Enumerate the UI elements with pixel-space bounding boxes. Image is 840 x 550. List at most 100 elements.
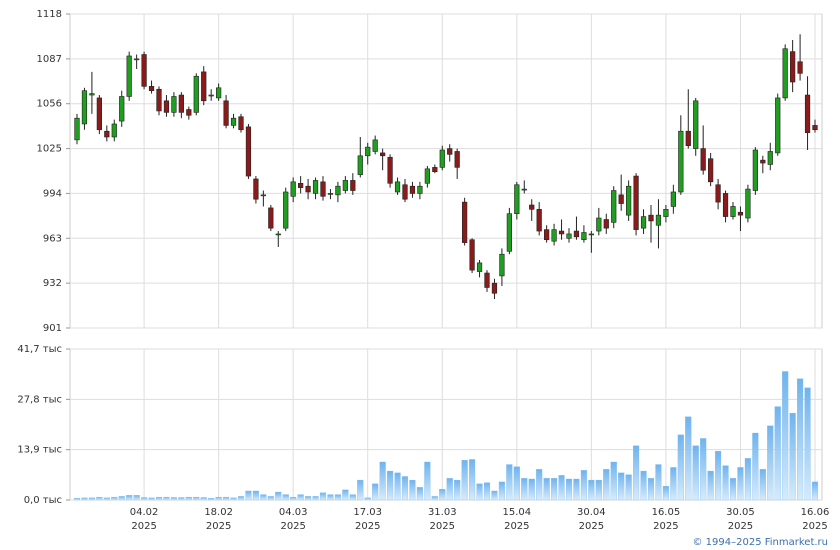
candle-body <box>268 207 274 229</box>
y-tick-label: 963 <box>43 233 62 244</box>
candle-body <box>663 209 669 217</box>
candle-body <box>394 181 401 193</box>
candle-body <box>603 219 609 229</box>
candle-body <box>238 116 244 131</box>
volume-bar <box>409 479 416 501</box>
volume-bar <box>454 479 461 501</box>
candle-body <box>491 282 498 294</box>
candle-body <box>581 232 587 241</box>
x-tick-label: 30.04 <box>577 507 606 518</box>
candle-body <box>96 97 102 131</box>
candle-body <box>640 216 647 229</box>
y-tick-label: 1087 <box>37 54 62 65</box>
volume-bar <box>297 494 304 501</box>
candle-body <box>365 146 371 157</box>
candle-body <box>760 159 766 164</box>
x-tick-label: 16.05 <box>652 507 681 518</box>
footer: © 1994–2025 Finmarket.ru <box>692 537 828 548</box>
volume-bar <box>364 497 371 501</box>
candle-body <box>469 239 475 271</box>
volume-bar <box>163 496 170 501</box>
y-tick-label: 994 <box>43 188 62 199</box>
candle-body <box>171 96 177 113</box>
candle-body <box>201 71 207 102</box>
candle-body <box>693 100 699 149</box>
volume-bar <box>618 472 625 501</box>
candle-body <box>655 214 662 226</box>
candle-body <box>141 54 147 87</box>
y-tick-label: 41,7 тыс <box>17 344 62 355</box>
volume-bar <box>551 478 558 501</box>
candle-body <box>245 126 252 177</box>
candle-body <box>476 262 483 272</box>
volume-bar <box>558 475 565 501</box>
x-tick-sublabel: 2025 <box>504 521 529 532</box>
candle-body <box>730 206 736 217</box>
volume-bar <box>506 464 513 501</box>
volume-bar <box>178 497 185 501</box>
candle-body <box>797 61 803 74</box>
candle-body <box>119 96 125 122</box>
candle-body <box>439 149 445 168</box>
volume-bar <box>469 459 476 501</box>
volume-bar <box>498 481 505 501</box>
y-tick-label: 1025 <box>37 144 62 155</box>
volume-bar <box>230 497 237 501</box>
candle-body <box>745 188 751 219</box>
candle-body <box>81 90 88 125</box>
volume-bar <box>610 461 617 501</box>
volume-bar <box>685 416 692 501</box>
candle-body <box>230 117 237 126</box>
candle-body <box>551 229 557 242</box>
volume-bar <box>327 494 334 501</box>
x-tick-sublabel: 2025 <box>728 521 753 532</box>
volume-bar <box>416 487 423 501</box>
x-tick-label: 31.03 <box>428 507 457 518</box>
candle-body <box>126 55 132 97</box>
volume-bar <box>439 488 446 501</box>
x-tick-sublabel: 2025 <box>802 521 827 532</box>
candle-body <box>708 158 714 183</box>
volume-bar <box>595 479 602 501</box>
candle-body <box>253 178 259 200</box>
candle-body <box>752 149 758 191</box>
volume-bar <box>88 497 95 501</box>
volume-bar <box>588 479 595 501</box>
volume-bar <box>170 497 177 501</box>
volume-bar <box>677 434 684 501</box>
x-tick-label: 04.03 <box>279 507 308 518</box>
candle-body <box>633 175 639 230</box>
candle-body <box>685 130 691 146</box>
volume-bar <box>394 472 401 501</box>
volume-bar <box>744 458 751 501</box>
volume-bar <box>767 425 774 501</box>
volume-bar <box>483 482 491 501</box>
candle-body <box>521 188 527 191</box>
candle-body <box>566 233 572 239</box>
x-tick-sublabel: 2025 <box>206 521 231 532</box>
volume-bar <box>446 478 453 501</box>
volume-bar <box>536 469 543 501</box>
candle-body <box>327 193 334 195</box>
candle-body <box>499 253 505 277</box>
volume-bar <box>401 476 409 501</box>
candle-body <box>305 185 311 193</box>
candle-body <box>588 233 594 236</box>
volume-bar <box>200 497 207 501</box>
candle-body <box>544 229 550 241</box>
y-tick-label: 1118 <box>37 9 62 20</box>
volume-bar <box>565 478 573 501</box>
candle-body <box>312 180 319 194</box>
volume-bar <box>215 496 222 501</box>
volume-bar <box>774 406 781 501</box>
volume-bar <box>670 467 677 501</box>
volume-bar <box>260 494 267 501</box>
candle-body <box>283 191 289 229</box>
volume-bar <box>372 483 379 501</box>
candle-body <box>111 123 117 138</box>
volume-bar <box>722 465 729 501</box>
volume-bar <box>312 496 319 501</box>
candle-body <box>767 151 773 165</box>
x-tick-sublabel: 2025 <box>430 521 455 532</box>
x-tick-sublabel: 2025 <box>355 521 380 532</box>
